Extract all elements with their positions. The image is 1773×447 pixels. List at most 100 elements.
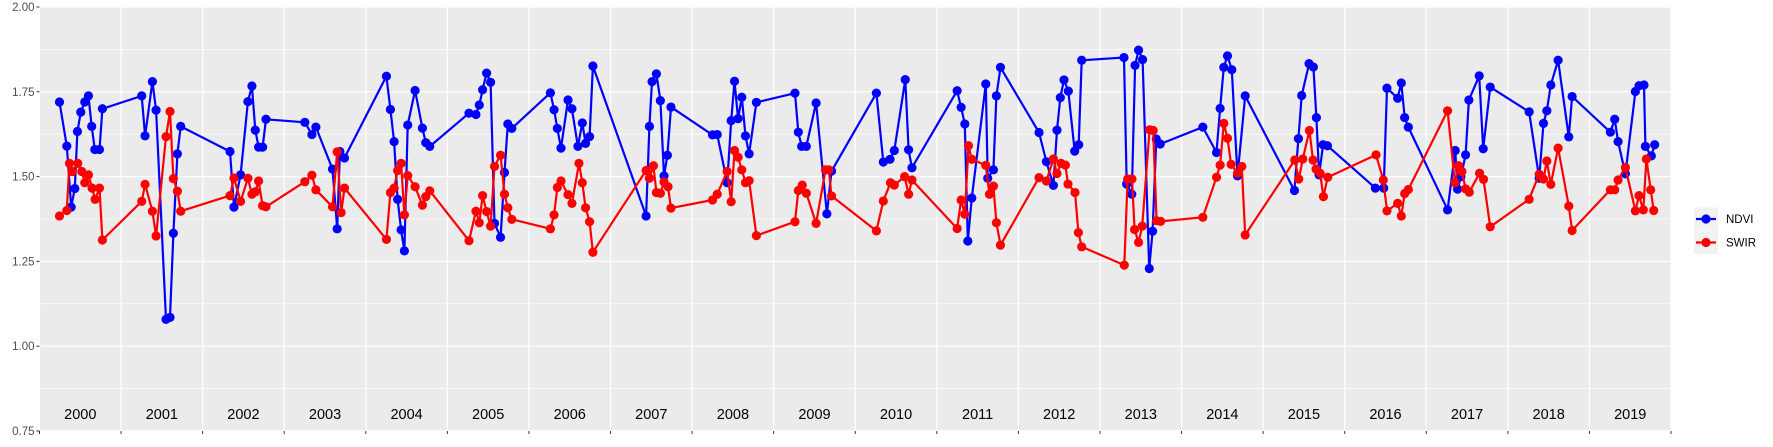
ndvi-point xyxy=(1240,91,1250,101)
swir-point xyxy=(1538,174,1549,184)
y-tick-label: 1.25 xyxy=(12,256,34,268)
swir-point xyxy=(574,158,584,168)
ndvi-point xyxy=(495,232,506,242)
ndvi-point xyxy=(417,123,428,133)
swir-point xyxy=(499,189,510,199)
swir-point xyxy=(1630,206,1640,216)
y-tick-label: 2.00 xyxy=(12,2,34,14)
ndvi-point xyxy=(478,85,488,95)
ndvi-point xyxy=(647,77,657,87)
year-label: 2012 xyxy=(1043,407,1075,423)
ndvi-point xyxy=(486,77,496,87)
swir-point xyxy=(1450,178,1460,188)
swir-point xyxy=(389,183,399,193)
ndvi-point xyxy=(1613,137,1623,147)
ndvi-point xyxy=(1293,134,1304,144)
swir-point xyxy=(1155,216,1166,226)
swir-point xyxy=(1048,154,1058,164)
swir-point xyxy=(1485,222,1495,232)
y-tick-label: 1.75 xyxy=(12,87,34,99)
ndvi-point xyxy=(801,141,811,152)
swir-point xyxy=(1237,161,1247,172)
ndvi-point xyxy=(225,146,235,157)
swir-point xyxy=(399,210,409,220)
y-tick-label: 1.50 xyxy=(12,172,34,184)
swir-point xyxy=(644,173,655,183)
swir-point xyxy=(878,196,888,206)
ndvi-point xyxy=(507,123,517,134)
ndvi-point xyxy=(1130,60,1140,70)
year-label: 2002 xyxy=(227,407,259,423)
ndvi-point xyxy=(1538,118,1549,128)
ndvi-point xyxy=(410,85,420,96)
swir-point xyxy=(1060,160,1070,170)
year-label: 2015 xyxy=(1288,407,1320,423)
swir-point xyxy=(733,152,743,162)
ndvi-point xyxy=(790,88,800,98)
ndvi-point xyxy=(261,114,271,124)
swir-point xyxy=(956,195,966,205)
ndvi-point xyxy=(1382,83,1392,93)
ndvi-point xyxy=(1077,55,1087,65)
swir-point xyxy=(1294,174,1304,184)
swir-point xyxy=(1222,133,1233,143)
ndvi-point xyxy=(740,131,751,141)
ndvi-point xyxy=(243,97,253,107)
year-label: 2017 xyxy=(1451,407,1483,423)
swir-point xyxy=(165,106,175,117)
swir-point xyxy=(1610,185,1620,195)
ndvi-point xyxy=(54,97,65,107)
ndvi-point xyxy=(952,86,962,96)
swir-point xyxy=(1378,175,1388,185)
swir-point xyxy=(381,234,392,244)
ndvi-point xyxy=(1147,226,1158,236)
swir-point xyxy=(486,221,496,231)
ndvi-point xyxy=(651,69,661,79)
ndvi-point xyxy=(577,118,587,128)
swir-point xyxy=(563,189,573,200)
ndvi-point xyxy=(1464,95,1474,105)
swir-point xyxy=(729,145,740,156)
swir-point xyxy=(1457,166,1467,177)
swir-point xyxy=(900,172,910,182)
ndvi-point xyxy=(666,102,676,112)
ndvi-point xyxy=(1155,139,1165,149)
ndvi-point xyxy=(963,236,973,246)
ndvi-point xyxy=(1403,122,1413,132)
swir-point xyxy=(307,170,317,180)
swir-point xyxy=(403,170,413,181)
swir-point xyxy=(1318,192,1329,202)
swir-point xyxy=(1304,125,1314,136)
swir-point xyxy=(1298,154,1308,164)
swir-point xyxy=(648,161,659,171)
swir-point xyxy=(1198,212,1208,222)
swir-point xyxy=(1649,205,1659,216)
swir-point xyxy=(64,158,75,168)
swir-point xyxy=(577,178,587,188)
ndvi-point xyxy=(662,150,672,160)
swir-point xyxy=(826,191,837,201)
swir-point xyxy=(176,206,186,216)
swir-point xyxy=(151,231,161,241)
swir-point xyxy=(1308,155,1318,165)
year-label: 2008 xyxy=(717,407,749,423)
y-tick-label: 1.00 xyxy=(12,341,34,353)
swir-point xyxy=(507,214,517,224)
swir-point xyxy=(737,165,747,175)
year-label: 2009 xyxy=(798,407,830,423)
ndvi-point xyxy=(76,107,86,117)
swir-point xyxy=(235,196,246,206)
swir-point xyxy=(1542,156,1552,166)
swir-point xyxy=(336,207,346,218)
ndvi-point xyxy=(563,95,573,105)
swir-point xyxy=(1077,242,1087,252)
ndvi-point xyxy=(737,92,747,102)
year-label: 2019 xyxy=(1614,407,1646,423)
ndvi-point xyxy=(549,105,559,115)
swir-point xyxy=(801,188,811,198)
swir-point xyxy=(655,188,665,198)
ndvi-point xyxy=(425,141,435,152)
ndvi-point xyxy=(956,102,966,113)
swir-point xyxy=(1564,201,1574,211)
ndvi-point xyxy=(1289,185,1300,196)
